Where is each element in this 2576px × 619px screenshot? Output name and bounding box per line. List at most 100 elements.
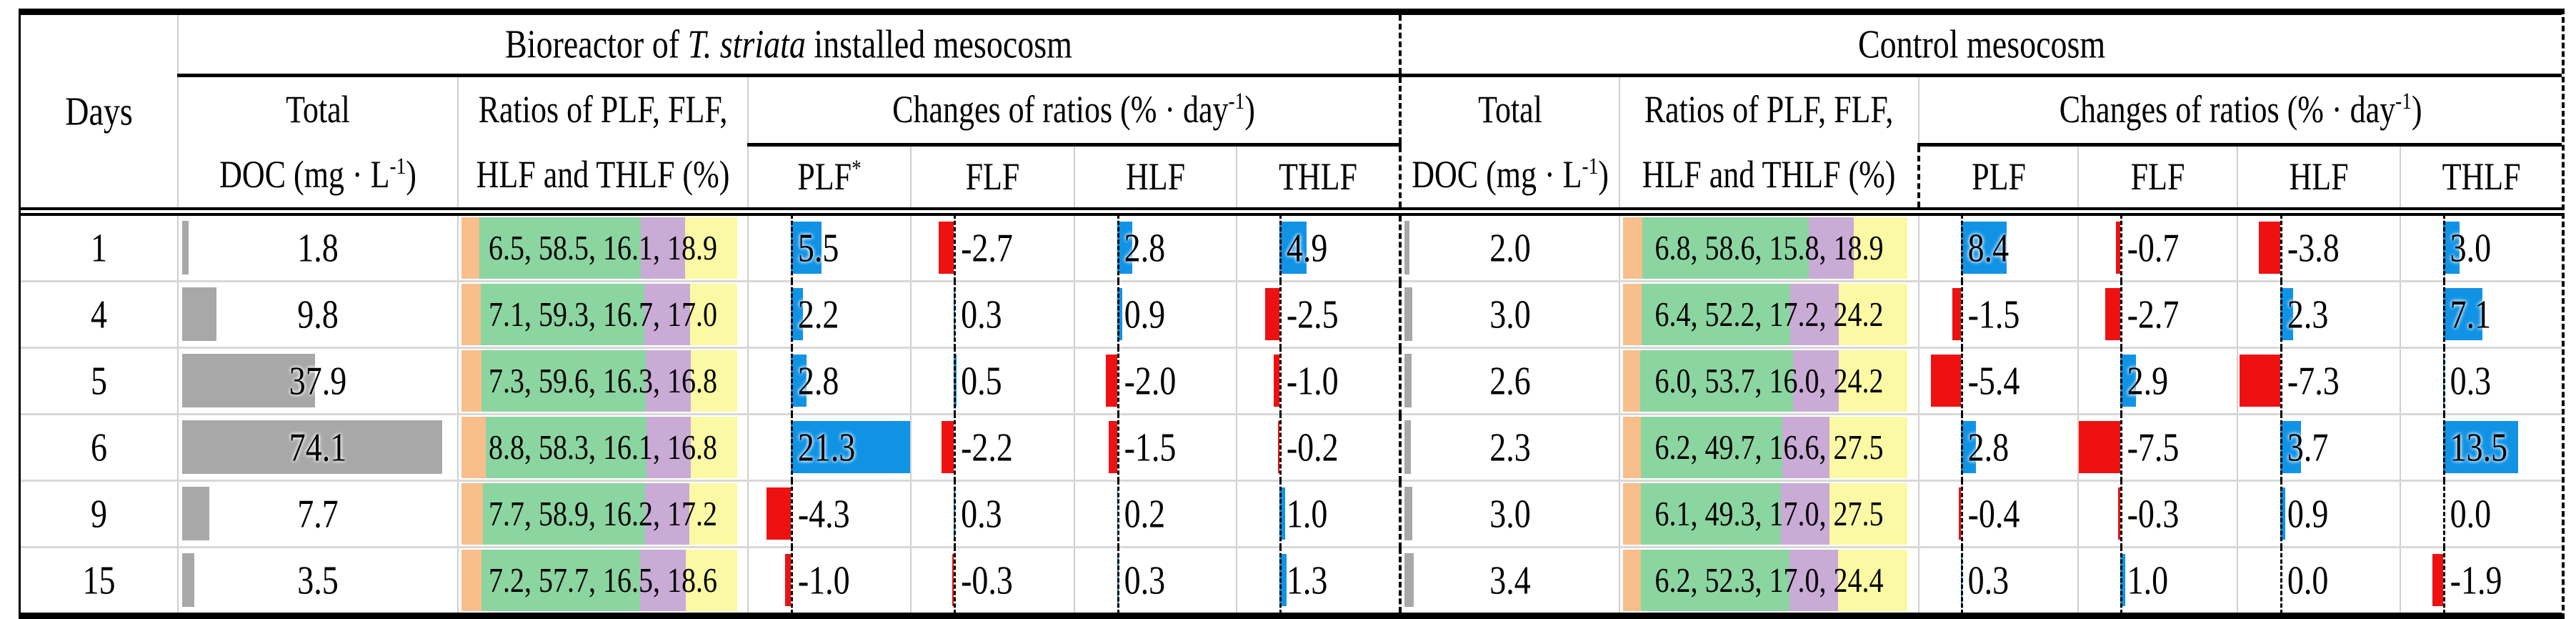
- change-cell: -2.0: [1074, 346, 1237, 415]
- change-value: 2.3: [2287, 292, 2329, 337]
- change-value-wrap: 0.5: [961, 349, 1002, 413]
- ratio-values: 7.2, 57.7, 16.5, 18.6: [489, 560, 717, 600]
- bioreactor-section-title: Bioreactor of T. striata installed mesoc…: [505, 21, 1072, 66]
- zero-axis-line: [2280, 413, 2282, 481]
- change-cell: 2.8: [1918, 412, 2079, 481]
- doc-value: 7.7: [297, 491, 339, 536]
- change-cell: -5.4: [1918, 346, 2079, 415]
- ratio-segment: [1640, 350, 1794, 412]
- data-bar: [2239, 354, 2280, 407]
- doc-cell: 3.5: [177, 545, 458, 613]
- ratio-segment: [640, 217, 685, 279]
- ratio-segment: [689, 482, 737, 545]
- ratio-segment: [640, 549, 687, 611]
- table-row: 4 9.8 7.1, 59.3, 16.7, 17.0 2.2 0.3 0.9 -2.5 3.…: [21, 279, 2562, 348]
- change-value: -0.3: [961, 558, 1013, 603]
- data-bar: [785, 553, 791, 607]
- ratio-segment: [481, 549, 641, 611]
- change-value-wrap: 2.8: [1968, 415, 2010, 480]
- bio-total-doc-header: Total DOC (mg · L-1): [177, 75, 458, 216]
- change-value: -7.5: [2127, 425, 2180, 470]
- change-value-wrap: -2.0: [1124, 349, 1177, 413]
- change-value: -0.3: [2127, 491, 2180, 536]
- zero-axis-line: [2280, 280, 2282, 348]
- ratio-segment: [1623, 283, 1642, 345]
- change-value: -0.2: [1286, 425, 1339, 470]
- doc-value: 3.4: [1489, 558, 1531, 603]
- change-value-wrap: -3.8: [2287, 216, 2340, 280]
- ratio-segment: [1829, 482, 1908, 545]
- ratio-segment: [479, 217, 641, 279]
- change-value: -1.0: [1286, 358, 1339, 403]
- ratio-segment: [644, 482, 690, 545]
- ratio-value-wrap: 8.8, 58.3, 16.1, 16.8: [459, 415, 747, 480]
- change-value-wrap: -0.3: [2127, 482, 2180, 546]
- ratio-value-wrap: 7.3, 59.6, 16.3, 16.8: [459, 349, 747, 413]
- doc-bar: [181, 553, 194, 608]
- ratio-cell: 7.2, 57.7, 16.5, 18.6: [457, 545, 748, 613]
- data-bar: [2442, 287, 2483, 341]
- ratio-segment: [644, 283, 691, 345]
- control-section-title: Control mesocosm: [1857, 21, 2106, 66]
- zero-axis-line: [1960, 214, 1963, 282]
- change-value-wrap: 8.4: [1968, 216, 2010, 280]
- ratio-value-wrap: 6.8, 58.6, 15.8, 18.9: [1620, 216, 1918, 280]
- table-row: 9 7.7 7.7, 58.9, 16.2, 17.2 -4.3 0.3 0.2 1.0 3.…: [21, 479, 2562, 548]
- ratio-cell: 6.1, 49.3, 17.0, 27.5: [1619, 479, 1919, 547]
- change-value: 0.9: [1124, 292, 1166, 337]
- ratio-segment: [690, 283, 737, 345]
- change-cell: -1.5: [1918, 279, 2079, 348]
- day-cell: 6: [21, 412, 178, 480]
- change-value-wrap: -0.3: [961, 548, 1013, 613]
- change-cell: 2.9: [2077, 346, 2238, 415]
- change-value-wrap: 3.0: [2450, 216, 2492, 280]
- ratio-value-wrap: 6.0, 53.7, 16.0, 24.2: [1620, 349, 1918, 413]
- change-value: 0.3: [1967, 558, 2010, 603]
- zero-axis-line: [2120, 347, 2122, 415]
- zero-axis-line: [2280, 480, 2282, 548]
- ratio-values: 8.8, 58.3, 16.1, 16.8: [489, 427, 717, 467]
- ratio-cell: 6.5, 58.5, 16.1, 18.9: [457, 211, 748, 281]
- ratio-stacked-bar: [1623, 350, 1908, 412]
- change-value: -5.4: [1967, 358, 2020, 403]
- ratio-segment: [461, 283, 481, 345]
- day-value: 5: [91, 358, 107, 403]
- change-value: 2.8: [797, 358, 839, 403]
- data-bar: [1265, 287, 1279, 341]
- ratio-cell: 6.2, 52.3, 17.0, 24.4: [1619, 545, 1919, 613]
- zero-axis-line: [790, 347, 793, 415]
- change-value-wrap: -7.5: [2127, 415, 2180, 480]
- ratio-segment: [1789, 549, 1839, 611]
- change-cell: 0.0: [2400, 479, 2562, 548]
- bio-plf-header: PLF*: [747, 144, 911, 216]
- change-cell: -3.8: [2237, 211, 2401, 282]
- ratio-value-wrap: 6.2, 49.7, 16.6, 27.5: [1620, 415, 1918, 480]
- doc-value: 2.6: [1489, 358, 1531, 403]
- data-bar: [2442, 420, 2519, 474]
- change-value: 0.9: [2287, 491, 2329, 536]
- data-bar: [1279, 487, 1285, 540]
- change-value-wrap: -7.3: [2287, 349, 2340, 413]
- doc-value-wrap: 37.9: [179, 349, 457, 413]
- ratio-segment: [1623, 350, 1641, 412]
- doc-value: 3.5: [297, 558, 339, 603]
- ratio-value-wrap: 6.5, 58.5, 16.1, 18.9: [459, 216, 747, 280]
- ratio-segment: [1623, 549, 1641, 611]
- ratio-segment: [1854, 217, 1908, 279]
- change-value: -1.9: [2450, 558, 2502, 603]
- ratio-segment: [1641, 283, 1790, 345]
- control-thlf-header: THLF: [2400, 144, 2562, 216]
- change-value-wrap: 0.9: [2287, 482, 2329, 546]
- data-bar: [790, 420, 910, 474]
- ratio-cell: 8.8, 58.3, 16.1, 16.8: [457, 412, 748, 480]
- doc-value-wrap: 2.0: [1402, 216, 1619, 280]
- change-value: -2.7: [2127, 292, 2180, 337]
- table-row: 5 37.9 7.3, 59.6, 16.3, 16.8 2.8 0.5 -2.0 -1.0…: [21, 346, 2562, 415]
- change-value: 8.4: [1967, 225, 2010, 270]
- change-value-wrap: 0.3: [961, 482, 1002, 546]
- ratio-cell: 6.2, 49.7, 16.6, 27.5: [1619, 412, 1919, 480]
- ratio-stacked-bar: [1623, 549, 1908, 611]
- ratio-stacked-bar: [461, 549, 737, 611]
- zero-axis-line: [2442, 280, 2445, 348]
- change-cell: 0.3: [1074, 545, 1237, 614]
